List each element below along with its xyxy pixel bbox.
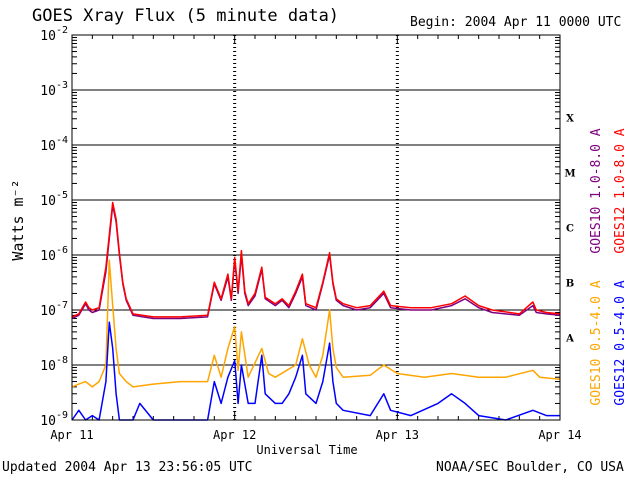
x-tick-label-1: Apr 12 — [213, 428, 256, 442]
flare-class-X: X — [566, 114, 574, 125]
flare-class-A: A — [565, 334, 574, 345]
x-tick-labels: Apr 11 Apr 12 Apr 13 Apr 14 — [50, 428, 581, 442]
y-tick-label-4: 10-5 — [40, 190, 68, 209]
updated-timestamp: Updated 2004 Apr 13 23:56:05 UTC — [2, 460, 253, 475]
legend: GOES10 1.0-8.0 A GOES12 1.0-8.0 A GOES10 0… — [589, 128, 628, 405]
credit-label: NOAA/SEC Boulder, CO USA — [436, 460, 624, 475]
x-tick-label-0: Apr 11 — [50, 428, 93, 442]
y-tick-label-0: 10-9 — [40, 410, 68, 429]
begin-time-label: Begin: 2004 Apr 11 0000 UTC — [410, 15, 622, 30]
plot-frame — [71, 34, 561, 421]
y-tick-label-6: 10-3 — [40, 80, 68, 99]
y-tick-label-7: 10-2 — [40, 25, 68, 44]
y-tick-label-5: 10-4 — [40, 135, 68, 154]
y-tick-label-2: 10-7 — [40, 300, 68, 319]
series-line-0 — [71, 204, 561, 320]
legend-entry-2: GOES10 0.5-4.0 A — [589, 280, 604, 405]
flare-class-B: B — [566, 279, 574, 290]
series-line-1 — [71, 201, 561, 318]
chart-title: GOES Xray Flux (5 minute data) — [32, 6, 340, 26]
x-tick-label-2: Apr 13 — [376, 428, 419, 442]
x-tick-label-3: Apr 14 — [538, 428, 581, 442]
legend-entry-1: GOES12 1.0-8.0 A — [613, 128, 628, 253]
y-axis-label: Watts m⁻² — [9, 179, 27, 260]
flare-class-M: M — [564, 169, 575, 180]
series-layer — [71, 201, 561, 421]
y-tick-label-1: 10-8 — [40, 355, 68, 374]
grid-lines — [71, 34, 561, 421]
series-line-3 — [71, 321, 560, 421]
y-tick-label-3: 10-6 — [40, 245, 68, 264]
y-tick-labels: 10-9 10-8 10-7 10-6 10-5 10-4 10-3 10-2 — [40, 25, 68, 429]
series-line-2 — [71, 259, 561, 388]
x-axis-label: Universal Time — [256, 443, 357, 457]
flare-class-labels: A B C M X — [564, 114, 575, 345]
legend-entry-0: GOES10 1.0-8.0 A — [589, 128, 604, 253]
legend-entry-3: GOES12 0.5-4.0 A — [613, 280, 628, 405]
flare-class-C: C — [566, 224, 574, 235]
